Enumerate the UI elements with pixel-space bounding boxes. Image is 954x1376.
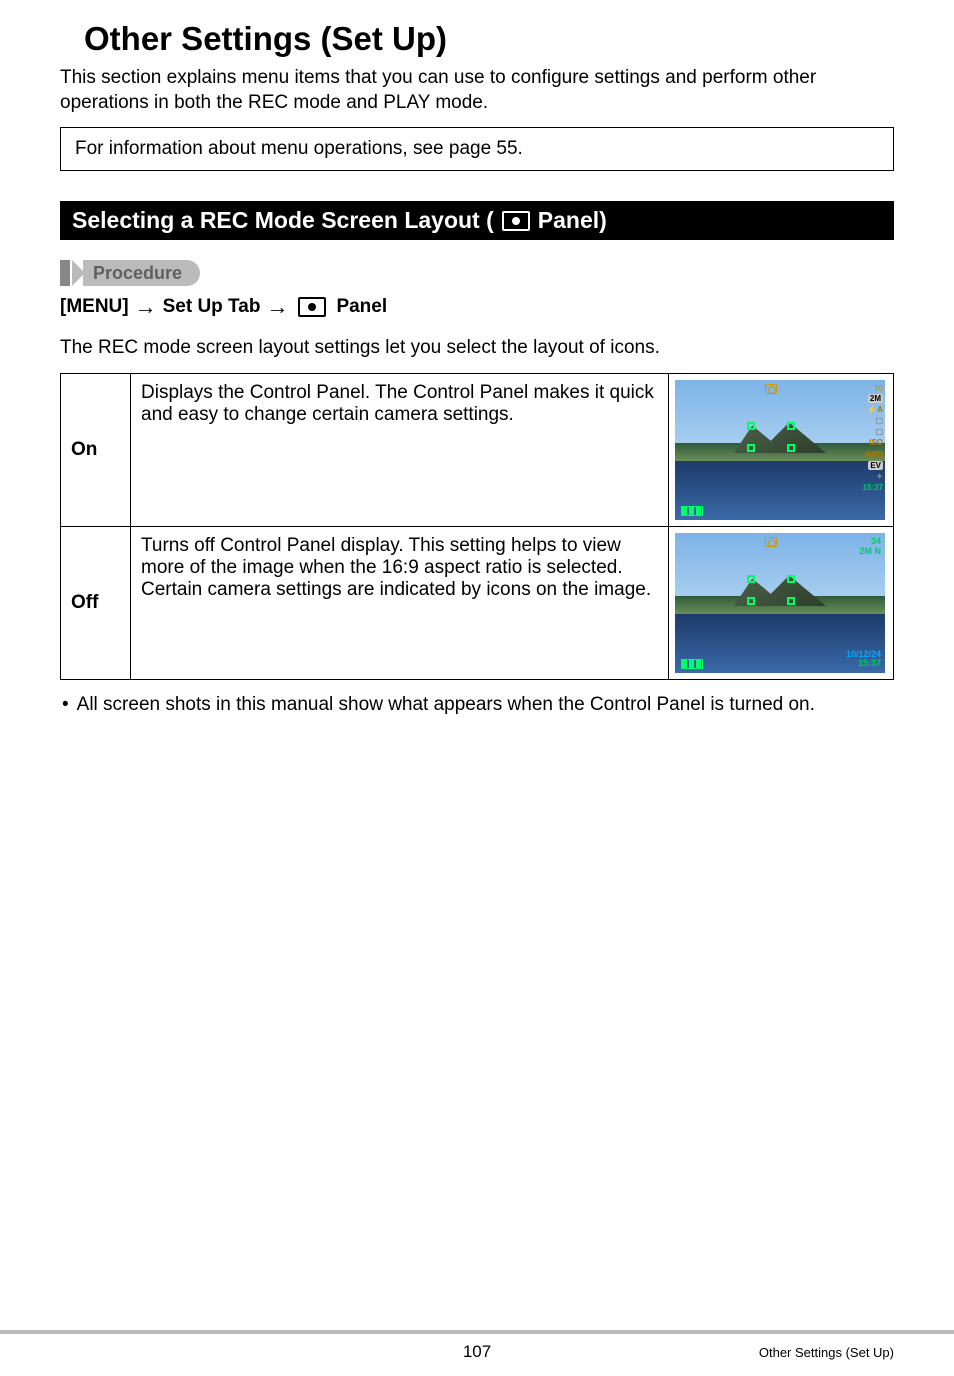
overlay-time: 15:37 <box>846 659 881 669</box>
overlay-time: 15:37 <box>863 483 883 492</box>
overlay-iso: ISO <box>869 438 883 447</box>
section-heading: Selecting a REC Mode Screen Layout ( Pan… <box>60 201 894 240</box>
option-off-thumb-cell: 34 2M N 10/12/24 15:37 <box>669 527 894 680</box>
procedure-desc: The REC mode screen layout settings let … <box>60 337 894 359</box>
overlay-awb: AWB <box>864 450 883 459</box>
arrow-icon: → <box>135 296 157 318</box>
path-setup: Set Up Tab <box>163 296 261 318</box>
overlay-ev: EV <box>868 461 883 470</box>
table-row: On Displays the Control Panel. The Contr… <box>61 374 894 527</box>
procedure-label: Procedure <box>83 260 200 286</box>
rec-panel-icon <box>298 297 326 317</box>
note-box: For information about menu operations, s… <box>60 127 894 171</box>
page-footer: 107 Other Settings (Set Up) <box>0 1330 954 1376</box>
overlay-flash: ⚡A <box>867 405 883 414</box>
path-menu: [MENU] <box>60 296 129 318</box>
bullet-note: • All screen shots in this manual show w… <box>60 694 894 716</box>
camera-icon <box>765 384 777 394</box>
arrow-icon: → <box>266 296 288 318</box>
procedure-path: [MENU] → Set Up Tab → Panel <box>60 296 894 318</box>
section-heading-pre: Selecting a REC Mode Screen Layout ( <box>72 207 494 234</box>
option-on-thumb: 70 2M ⚡A ▢ ▢ ISO AWB EV ✦ 15:37 <box>675 380 885 520</box>
options-table: On Displays the Control Panel. The Contr… <box>60 373 894 680</box>
page-number: 107 <box>338 1342 616 1362</box>
overlay-spacer: ▢ <box>875 416 883 425</box>
procedure-tick-icon <box>60 260 70 286</box>
option-off-label: Off <box>61 527 131 680</box>
battery-icon <box>681 506 703 516</box>
option-off-text: Turns off Control Panel display. This se… <box>131 527 669 680</box>
path-panel: Panel <box>336 296 387 318</box>
section-heading-post: Panel) <box>538 207 607 234</box>
overlay-spacer: ✦ <box>876 472 883 481</box>
page-title: Other Settings (Set Up) <box>84 20 894 58</box>
bullet-dot-icon: • <box>62 694 69 716</box>
option-off-thumb: 34 2M N 10/12/24 15:37 <box>675 533 885 673</box>
rec-panel-icon <box>502 211 530 231</box>
intro-text: This section explains menu items that yo… <box>60 66 894 115</box>
footer-section-name: Other Settings (Set Up) <box>616 1345 894 1360</box>
procedure-badge: Procedure <box>60 260 894 286</box>
battery-icon <box>681 659 703 669</box>
option-on-label: On <box>61 374 131 527</box>
table-row: Off Turns off Control Panel display. Thi… <box>61 527 894 680</box>
overlay-spacer: ▢ <box>875 427 883 436</box>
overlay-count: 70 2M <box>857 384 883 402</box>
option-on-text: Displays the Control Panel. The Control … <box>131 374 669 527</box>
overlay-badge: 2M N <box>859 547 881 557</box>
bullet-text: All screen shots in this manual show wha… <box>77 694 815 716</box>
camera-icon <box>765 537 777 547</box>
option-on-thumb-cell: 70 2M ⚡A ▢ ▢ ISO AWB EV ✦ 15:37 <box>669 374 894 527</box>
